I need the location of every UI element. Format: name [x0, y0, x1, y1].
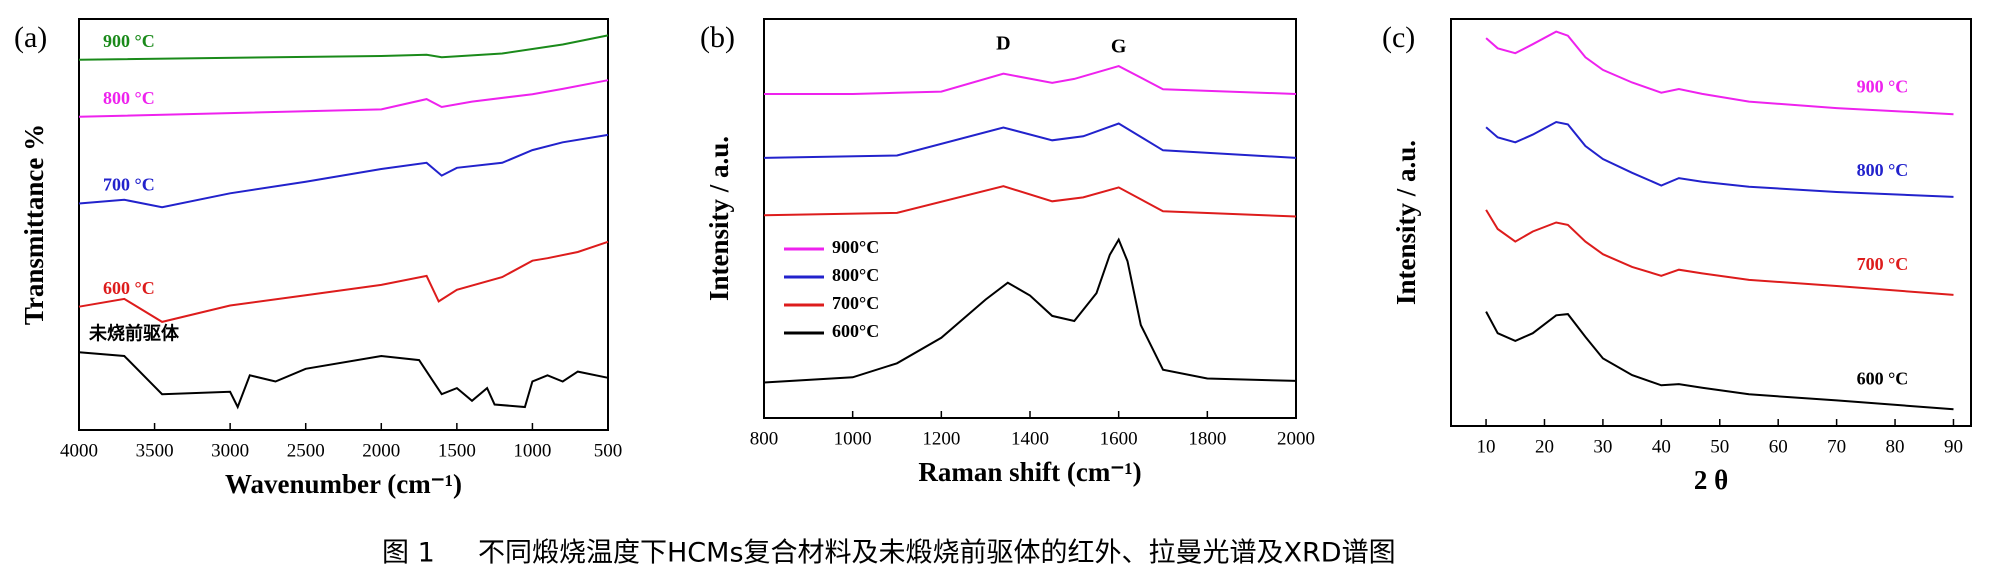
x-tick-label: 10 [1477, 436, 1496, 457]
x-tick-label: 1000 [834, 428, 872, 449]
spectrum-line [78, 240, 609, 323]
spectrum-line [764, 65, 1297, 95]
x-tick-label: 500 [594, 440, 623, 461]
x-tick-label: 70 [1827, 436, 1846, 457]
x-tick-label: 2000 [362, 440, 400, 461]
spectrum-line [1485, 120, 1954, 198]
x-tick-label: 4000 [60, 440, 98, 461]
spectrum-line [78, 133, 609, 209]
series-label: 800 °C [103, 88, 155, 108]
x-tick-label: 80 [1886, 436, 1905, 457]
plot-frame [1450, 18, 1972, 427]
y-axis-label: Intensity / a.u. [1391, 140, 1421, 305]
series-label: 未烧前驱体 [89, 322, 180, 343]
spectrum-line [1485, 209, 1954, 296]
spectrum-line [763, 237, 1297, 384]
x-tick-label: 1200 [922, 428, 960, 449]
x-tick-label: 1800 [1188, 428, 1226, 449]
panel-label: (c) [1382, 21, 1415, 54]
x-tick-label: 2000 [1277, 428, 1315, 449]
peak-label: G [1111, 36, 1127, 58]
x-tick-label: 60 [1769, 436, 1788, 457]
x-tick-label: 40 [1652, 436, 1671, 457]
x-tick-label: 800 [750, 428, 779, 449]
x-tick-label: 1600 [1100, 428, 1138, 449]
spectrum-line [763, 122, 1297, 159]
spectrum-line [763, 185, 1297, 218]
peak-label: D [996, 33, 1010, 55]
y-axis-label: Transmittance % [19, 124, 49, 325]
series-label: 800 °C [1857, 160, 1909, 180]
legend-label: 900°C [832, 237, 879, 257]
x-tick-label: 2500 [287, 440, 325, 461]
caption-number: 图 1 [382, 538, 435, 569]
legend-label: 800°C [832, 265, 879, 285]
x-tick-label: 90 [1944, 436, 1963, 457]
series-label: 600 °C [103, 278, 155, 298]
legend-label: 700°C [832, 293, 879, 313]
x-axis-label: 2 θ [1694, 465, 1728, 495]
x-tick-label: 1000 [513, 440, 551, 461]
x-tick-label: 50 [1710, 436, 1729, 457]
x-tick-label: 30 [1593, 436, 1612, 457]
spectrum-line [1485, 311, 1954, 411]
x-tick-label: 1400 [1011, 428, 1049, 449]
plot-frame [78, 18, 609, 431]
spectrum-line [78, 34, 609, 61]
panel-label: (a) [14, 21, 47, 54]
series-label: 900 °C [103, 31, 155, 51]
y-axis-label: Intensity / a.u. [704, 136, 734, 301]
series-label: 600 °C [1857, 368, 1909, 388]
x-tick-label: 3000 [211, 440, 249, 461]
spectrum-line [78, 351, 609, 410]
legend-label: 600°C [832, 321, 879, 341]
series-label: 700 °C [1857, 254, 1909, 274]
x-tick-label: 1500 [438, 440, 476, 461]
series-label: 700 °C [103, 175, 155, 195]
x-tick-label: 20 [1535, 436, 1554, 457]
x-axis-label: Raman shift (cm⁻¹) [918, 457, 1141, 487]
caption-text: 不同煅烧温度下HCMs复合材料及未煅烧前驱体的红外、拉曼光谱及XRD谱图 [478, 538, 1396, 569]
x-axis-label: Wavenumber (cm⁻¹) [225, 469, 462, 499]
x-tick-label: 3500 [136, 440, 174, 461]
panel-label: (b) [700, 21, 735, 54]
spectrum-line [78, 79, 609, 118]
series-label: 900 °C [1857, 76, 1909, 96]
spectrum-line [1485, 30, 1954, 116]
